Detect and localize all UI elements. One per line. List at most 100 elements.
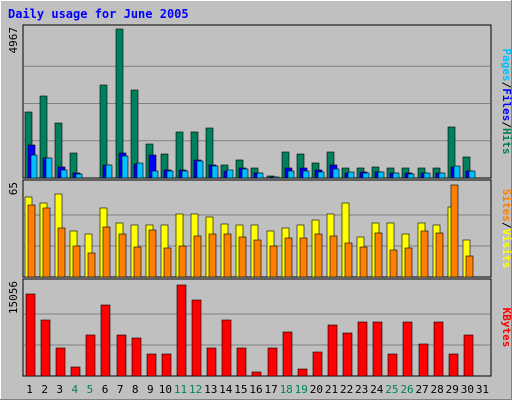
bar-sites-day-12 <box>193 235 202 278</box>
bar-sites-day-28 <box>435 232 444 278</box>
x-tick-label-day-9: 9 <box>147 383 154 396</box>
bar-kbytes-day-4 <box>70 366 81 377</box>
chart-panels: 4967 Pages/Files/Hits 65 Sites/Visits 15056 K… <box>7 24 512 377</box>
x-tick-label-day-24: 24 <box>370 383 384 396</box>
x-tick-label-day-14: 14 <box>219 383 233 396</box>
chart-title: Daily usage for June 2005 <box>8 7 189 21</box>
bar-sites-day-29 <box>450 184 459 278</box>
x-tick-label-day-6: 6 <box>102 383 109 396</box>
series-legend-label: Sites/Visits <box>500 189 512 269</box>
bar-pages-day-30 <box>468 170 476 179</box>
bar-sites-day-13 <box>208 233 217 278</box>
bar-kbytes-day-3 <box>55 347 66 377</box>
x-tick-label-day-11: 11 <box>174 383 187 396</box>
bar-pages-day-18 <box>287 170 295 179</box>
y-max-label: 4967 <box>7 27 20 54</box>
bar-kbytes-day-22 <box>342 332 353 377</box>
x-tick-label-day-20: 20 <box>310 383 323 396</box>
x-tick-label-day-27: 27 <box>415 383 428 396</box>
bar-sites-day-16 <box>253 239 262 278</box>
bar-pages-day-24 <box>377 171 385 179</box>
bar-sites-day-7 <box>118 233 127 278</box>
bar-kbytes-day-2 <box>40 319 51 377</box>
x-tick-label-day-1: 1 <box>26 383 33 396</box>
x-tick-label-day-23: 23 <box>355 383 368 396</box>
bar-pages-day-11 <box>181 170 189 179</box>
bar-sites-day-14 <box>223 233 232 278</box>
bar-pages-day-22 <box>347 171 355 179</box>
bar-sites-day-30 <box>465 255 474 278</box>
bar-sites-day-17 <box>269 245 278 278</box>
x-axis-day-labels: 1 2 3 4 5 6 7 8 9 10 11 12 13 14 15 16 17 18 19 20 21 22 23 24 2… <box>26 383 489 396</box>
x-tick-label-day-4: 4 <box>72 383 79 396</box>
bar-sites-day-18 <box>284 237 293 278</box>
series-legend-label: KBytes <box>500 308 512 348</box>
y-max-label: 65 <box>7 182 20 195</box>
bar-sites-day-21 <box>329 235 338 278</box>
x-tick-label-day-17: 17 <box>264 383 277 396</box>
legend-part: / <box>500 82 512 89</box>
bar-kbytes-day-1 <box>25 293 36 377</box>
bar-kbytes-day-27 <box>418 343 429 377</box>
legend-part: Visits <box>500 229 512 269</box>
legend-part: / <box>500 222 512 229</box>
bar-pages-day-7 <box>121 155 129 179</box>
bar-pages-day-9 <box>151 170 159 179</box>
bar-pages-day-6 <box>105 164 113 179</box>
bar-kbytes-day-9 <box>146 353 157 377</box>
x-tick-label-day-5: 5 <box>87 383 94 396</box>
bar-sites-day-22 <box>344 242 353 278</box>
bar-kbytes-day-18 <box>282 331 293 377</box>
x-tick-label-day-29: 29 <box>446 383 459 396</box>
bar-pages-day-14 <box>226 169 234 179</box>
bar-sites-day-1 <box>27 204 36 278</box>
x-tick-label-day-25: 25 <box>385 383 398 396</box>
bar-sites-day-24 <box>374 232 383 278</box>
bar-kbytes-day-28 <box>433 321 444 377</box>
bar-sites-day-26 <box>404 247 413 278</box>
x-tick-label-day-19: 19 <box>295 383 308 396</box>
bar-pages-day-16 <box>256 172 264 179</box>
x-tick-label-day-31: 31 <box>476 383 489 396</box>
bar-sites-day-23 <box>359 246 368 278</box>
x-tick-label-day-2: 2 <box>41 383 48 396</box>
bar-pages-day-19 <box>302 170 310 179</box>
legend-part: / <box>500 121 512 128</box>
bar-kbytes-day-11 <box>176 284 187 377</box>
bar-pages-day-15 <box>241 168 249 179</box>
series-legend-label: Pages/Files/Hits <box>500 49 512 155</box>
y-max-label: 15056 <box>7 281 20 314</box>
bar-pages-day-27 <box>423 172 431 179</box>
bar-kbytes-day-10 <box>161 353 172 377</box>
bar-sites-day-20 <box>314 233 323 278</box>
x-tick-label-day-13: 13 <box>204 383 217 396</box>
bar-kbytes-day-25 <box>387 353 398 377</box>
bar-sites-day-2 <box>42 207 51 278</box>
x-tick-label-day-12: 12 <box>189 383 202 396</box>
bar-pages-day-23 <box>362 172 370 179</box>
bar-kbytes-day-30 <box>463 334 474 377</box>
bar-sites-day-11 <box>178 245 187 278</box>
x-tick-label-day-15: 15 <box>234 383 247 396</box>
x-tick-label-day-30: 30 <box>461 383 474 396</box>
bar-pages-day-10 <box>166 170 174 179</box>
bar-kbytes-day-26 <box>402 321 413 377</box>
bar-kbytes-day-29 <box>448 353 459 377</box>
bar-pages-day-17 <box>272 176 280 179</box>
bar-sites-day-19 <box>299 237 308 278</box>
panel-visits-sites: 65 Sites/Visits <box>7 179 512 278</box>
bar-sites-day-27 <box>420 230 429 278</box>
bar-sites-day-6 <box>102 226 111 278</box>
bar-kbytes-day-17 <box>267 347 278 377</box>
bar-sites-day-5 <box>87 252 96 278</box>
bar-sites-day-9 <box>148 229 157 278</box>
x-tick-label-day-18: 18 <box>280 383 293 396</box>
bar-pages-day-2 <box>45 157 53 179</box>
x-tick-label-day-3: 3 <box>56 383 63 396</box>
bar-pages-day-20 <box>317 171 325 179</box>
x-tick-label-day-26: 26 <box>400 383 413 396</box>
x-tick-label-day-28: 28 <box>431 383 444 396</box>
bar-kbytes-day-8 <box>131 337 142 377</box>
x-tick-label-day-8: 8 <box>132 383 139 396</box>
